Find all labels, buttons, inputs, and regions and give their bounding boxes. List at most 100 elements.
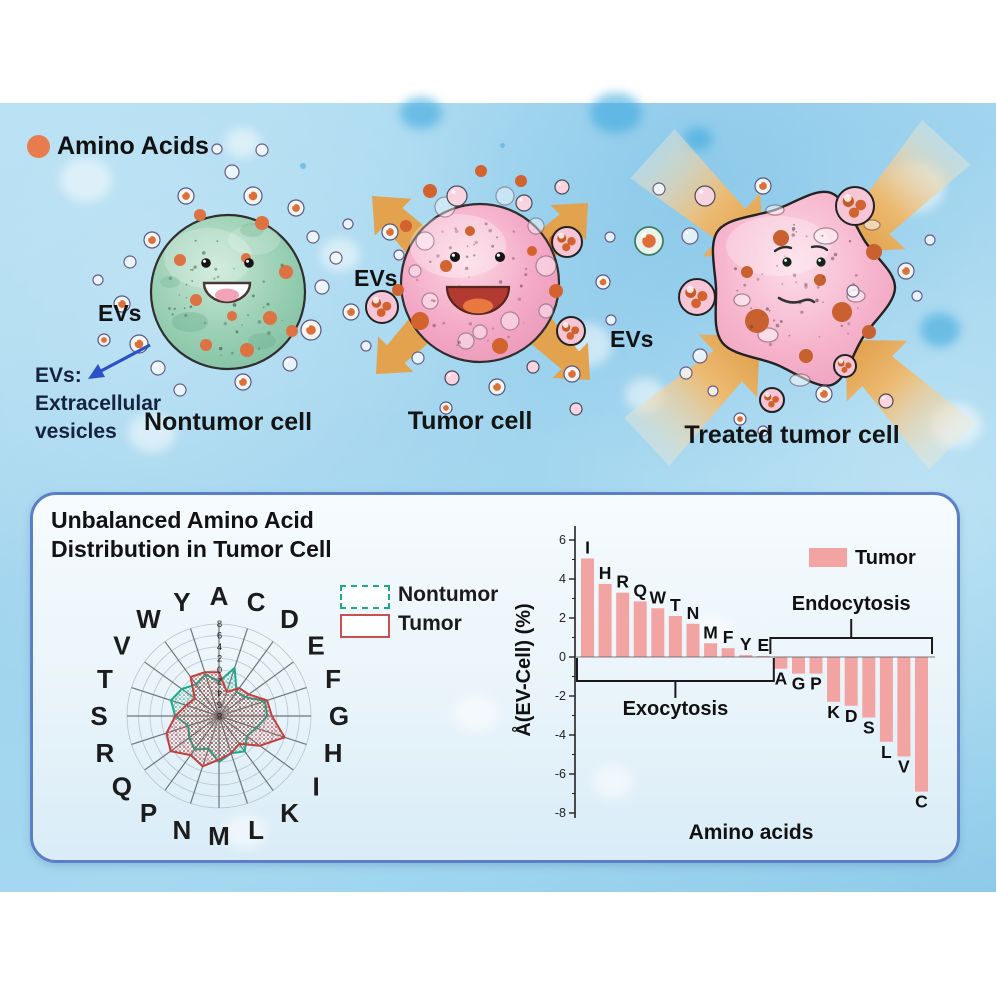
radar-axis-label-S: S (90, 701, 107, 731)
vesicle (897, 262, 915, 280)
vesicle (605, 314, 617, 326)
bar-label-I: I (585, 538, 590, 558)
bar-C (915, 657, 928, 792)
vesicle (733, 412, 747, 426)
caption-tumor-cell: Tumor cell (407, 407, 533, 435)
radar-radial-tick: 2 (217, 676, 222, 687)
bar-label-V: V (898, 756, 910, 776)
vesicle (833, 354, 857, 378)
bar-A (774, 657, 788, 669)
ev-note: EVs: Extracellular vesicles (35, 362, 161, 446)
vesicle (342, 303, 360, 321)
radar-polygon-tumor (165, 671, 287, 768)
evs-label-tumor: EVs (354, 265, 398, 291)
radar-radial-tick: 6 (217, 631, 222, 642)
radar-axis-label-K: K (280, 798, 299, 828)
amino-acid-dot (862, 325, 876, 339)
amino-acid-dot (832, 302, 852, 322)
amino-acid-dot (814, 274, 826, 286)
vesicle (759, 387, 785, 413)
vesicle (255, 143, 269, 157)
inner-vesicle (535, 255, 557, 277)
bar-label-K: K (827, 702, 840, 722)
vesicle (211, 143, 223, 155)
radar-radial-tick: 6 (217, 699, 222, 710)
evs-label-treated: EVs (610, 326, 654, 352)
amino-acid-dot (194, 209, 206, 221)
radar-axis-label-H: H (324, 738, 343, 768)
extracellular-vesicles (92, 143, 936, 437)
vesicle (287, 199, 305, 217)
radar-axis-label-G: G (329, 701, 349, 731)
bar-K (827, 657, 841, 702)
y-axis-tick-label: -4 (555, 728, 566, 742)
annotation-label-endocytosis: Endocytosis (792, 593, 911, 615)
bar-label-G: G (792, 674, 806, 694)
y-axis-tick-label: 0 (559, 650, 566, 664)
inner-vesicle (472, 324, 488, 340)
radar-axis-label-Q: Q (112, 772, 132, 802)
vesicle (224, 164, 240, 180)
vesicle (360, 340, 372, 352)
amino-acid-dot (492, 338, 508, 354)
radar-radial-tick: 0 (217, 665, 222, 676)
vesicle (393, 249, 405, 261)
vesicle (878, 393, 894, 409)
radar-axis-label-D: D (280, 604, 299, 634)
radar-legend-label-tumor: Tumor (398, 612, 462, 635)
vesicle (678, 278, 716, 316)
vesicle (92, 274, 104, 286)
amino-acid-dot (549, 284, 563, 298)
bar-H (598, 583, 612, 657)
radar-axis-label-L: L (248, 815, 264, 845)
amino-acid-dot (465, 226, 475, 236)
radar-axis-label-R: R (96, 738, 115, 768)
vesicle (815, 385, 833, 403)
amino-acid-dot (475, 165, 487, 177)
vesicle (835, 186, 875, 226)
radar-axis-label-W: W (136, 604, 161, 634)
radar-axis-label-Y: Y (173, 587, 190, 617)
vesicle (551, 226, 583, 258)
radar-axis-label-M: M (208, 821, 230, 851)
bar-V (897, 657, 911, 757)
radar-axis-label-T: T (97, 664, 113, 694)
inner-vesicle (421, 292, 439, 310)
bar-label-Y: Y (740, 634, 752, 654)
caption-nontumor-cell: Nontumor cell (143, 408, 313, 436)
bar-Q (633, 601, 647, 657)
bar-label-N: N (687, 603, 700, 623)
inner-vesicle (415, 231, 435, 251)
y-axis-tick-label: 2 (559, 611, 566, 625)
vesicle (177, 187, 195, 205)
y-axis-tick-label: -2 (555, 689, 566, 703)
radar-axis-label-V: V (113, 631, 131, 661)
annotation-endocytosis (769, 619, 934, 654)
amino-acid-dot (773, 230, 789, 246)
inner-vesicle (538, 303, 554, 319)
vesicle (150, 360, 166, 376)
y-axis-tick-label: 6 (559, 533, 566, 547)
tumor-cell (392, 165, 563, 364)
bar-M (704, 643, 718, 657)
vesicle (754, 177, 772, 195)
endocytosis-arrow (842, 119, 971, 252)
vesicle (634, 226, 664, 256)
inner-vesicle (813, 227, 839, 245)
bar-label-P: P (810, 674, 822, 694)
ev-note-line2: Extracellular (35, 392, 162, 415)
bar-S (862, 657, 876, 718)
amino-acid-dot (286, 325, 298, 337)
caption-treated-tumor-cell: Treated tumor cell (684, 421, 900, 449)
radar-radial-tick: 8 (217, 710, 222, 721)
radar-axis-label-C: C (247, 587, 266, 617)
amino-acid-dot (440, 260, 452, 272)
amino-acid-dot (227, 311, 237, 321)
amino-acid-dot-icon (27, 135, 50, 158)
bar-I (581, 558, 594, 657)
amino-acids-legend-label: Amino Acids (57, 132, 209, 160)
amino-acid-dot (263, 311, 277, 325)
vesicle (446, 185, 468, 207)
